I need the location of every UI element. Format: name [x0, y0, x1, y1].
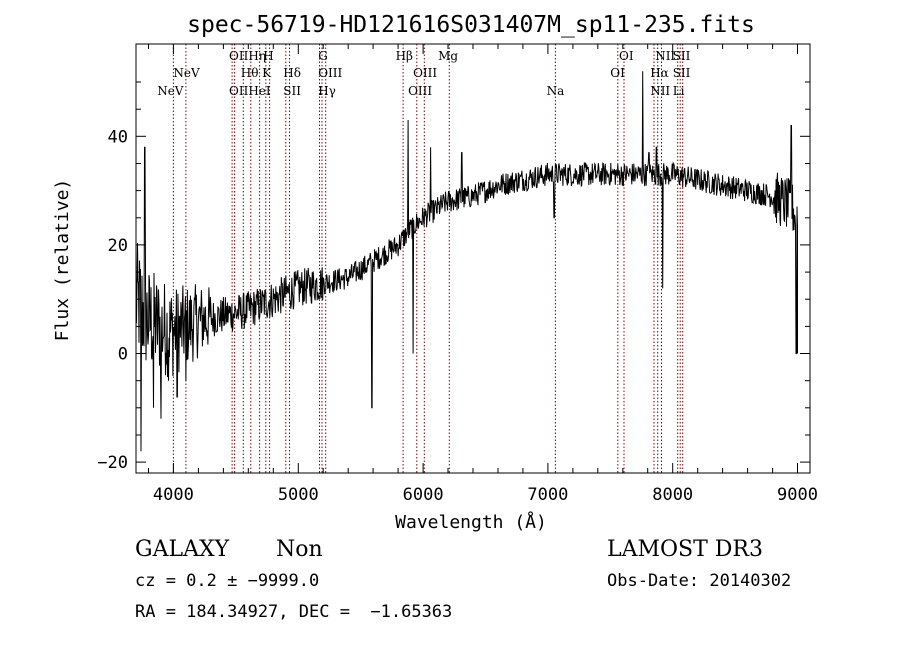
line-label: Hγ: [318, 84, 336, 98]
line-label: K: [262, 66, 272, 80]
line-label: OIII: [318, 66, 342, 80]
line-label: OIIHη: [229, 49, 266, 63]
y-tick-labels: −20 0 20 40: [97, 127, 128, 473]
ra-dec-coordinates: RA = 184.34927, DEC = −1.65363: [135, 602, 453, 622]
x-tick-label: 6000: [403, 485, 444, 505]
emission-line-markers: [172, 44, 684, 473]
line-label: NeV: [173, 66, 200, 80]
object-subclass: Non: [276, 537, 323, 562]
line-label: SII: [283, 84, 301, 98]
line-label: Na: [547, 84, 565, 98]
line-label: Hδ: [283, 66, 301, 80]
line-label: Hβ: [396, 49, 413, 63]
y-tick-label: 20: [108, 236, 128, 256]
line-label: SII: [673, 49, 691, 63]
y-axis-label: Flux (relative): [52, 179, 73, 342]
line-label: H: [263, 49, 273, 63]
plot-frame: [135, 43, 811, 474]
x-tick-label: 7000: [527, 485, 568, 505]
spectrum-trace: [135, 71, 798, 452]
y-tick-label: 40: [108, 127, 128, 147]
survey-name: LAMOST DR3: [607, 537, 763, 562]
line-label: OIIHeI: [229, 84, 271, 98]
line-label: OI: [619, 49, 634, 63]
line-label: SII: [673, 66, 691, 80]
x-tick-label: 4000: [153, 485, 194, 505]
line-label: NeV: [157, 84, 184, 98]
line-label: NII: [650, 84, 670, 98]
y-tick-label: −20: [97, 453, 128, 473]
line-label: G: [318, 49, 328, 63]
x-axis-label: Wavelength (Å): [395, 511, 547, 533]
redshift-value: cz = 0.2 ± −9999.0: [135, 571, 320, 591]
x-tick-labels: 4000 5000 6000 7000 8000 9000: [153, 485, 818, 505]
line-label: Mg: [438, 49, 458, 63]
chart-title: spec-56719-HD121616S031407M_sp11-235.fit…: [187, 12, 755, 38]
line-label: OIII: [413, 66, 437, 80]
line-label: Li: [673, 84, 685, 98]
y-tick-label: 0: [118, 345, 128, 365]
observation-date: Obs-Date: 20140302: [607, 571, 792, 591]
x-tick-label: 5000: [278, 485, 319, 505]
x-tick-label: 8000: [652, 485, 693, 505]
line-label: Hα: [650, 66, 669, 80]
x-tick-label: 9000: [777, 485, 818, 505]
axis-ticks: [136, 44, 810, 473]
object-class: GALAXY: [135, 537, 230, 562]
line-label: Hθ: [241, 66, 259, 80]
line-label: OI: [610, 66, 625, 80]
line-label: OIII: [408, 84, 432, 98]
line-label: NII: [655, 49, 675, 63]
